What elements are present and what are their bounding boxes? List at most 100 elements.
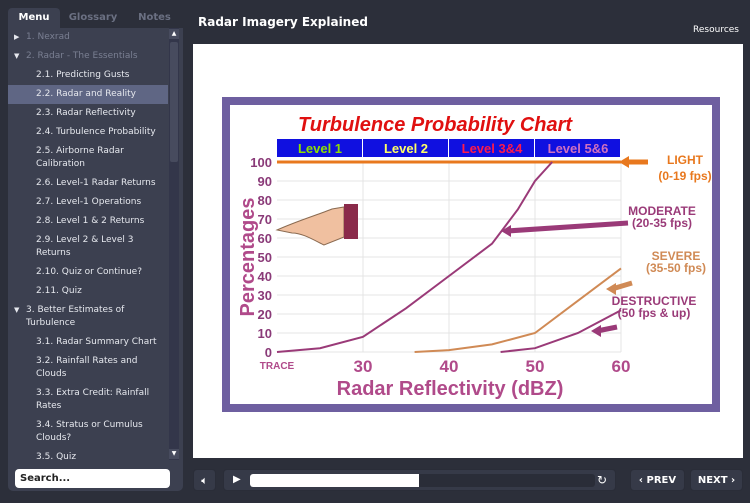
search-input[interactable] [15, 469, 170, 488]
menu-item[interactable]: 2.7. Level-1 Operations [8, 193, 168, 212]
chevron-left-icon: ‹ [638, 475, 647, 486]
volume-button[interactable]: 🔈︎ [193, 469, 216, 491]
menu-item-label: Radar and Reality [56, 89, 136, 99]
menu-item-number: 3. [26, 305, 35, 315]
level-band [363, 139, 448, 157]
menu-item[interactable]: 2.3. Radar Reflectivity [8, 104, 168, 123]
menu-item[interactable]: ▼ 3. Better Estimates of Turbulence [8, 301, 168, 333]
series-sublabel: (20-35 fps) [632, 216, 692, 230]
level-label: Level 3&4 [462, 141, 523, 156]
menu-item[interactable]: 3.2. Rainfall Rates and Clouds [8, 352, 168, 384]
menu-item[interactable]: 3.4. Stratus or Cumulus Clouds? [8, 416, 168, 448]
menu-item-label: Level 1 & 2 Returns [56, 216, 145, 226]
menu-item-number: 2.3. [36, 108, 54, 118]
tab-glossary[interactable]: Glossary [68, 12, 118, 23]
menu-item-label: Radar Reflectivity [56, 108, 136, 118]
prev-button[interactable]: ‹ PREV [630, 469, 685, 491]
series-line-severe [414, 267, 622, 353]
menu-item-label: Quiz [61, 286, 82, 296]
y-tick-label: 70 [258, 212, 272, 227]
next-button[interactable]: NEXT › [690, 469, 743, 491]
series-sublabel: (35-50 fps) [646, 261, 706, 275]
menu-item-number: 2. [26, 51, 35, 61]
menu-item-number: 2.5. [36, 146, 54, 156]
x-tick-label: 50 [526, 357, 545, 376]
series-label: DESTRUCTIVE [612, 294, 697, 308]
collapsed-triangle-icon[interactable]: ▶ [14, 33, 20, 41]
menu-item[interactable]: 2.2. Radar and Reality [8, 85, 168, 104]
menu-item-number: 1. [26, 32, 35, 42]
hand-cuff-icon [344, 204, 358, 239]
x-axis-title: Radar Reflectivity (dBZ) [337, 378, 564, 400]
arrow-head-icon [619, 156, 629, 168]
y-tick-label: 20 [258, 307, 272, 322]
menu-item-label: Quiz or Continue? [61, 267, 142, 277]
menu-item[interactable]: 2.9. Level 2 & Level 3 Returns [8, 231, 168, 263]
y-tick-label: 30 [258, 288, 272, 303]
series-line-moderate [276, 161, 553, 353]
menu-item[interactable]: 2.4. Turbulence Probability [8, 123, 168, 142]
menu-item[interactable]: 3.1. Radar Summary Chart [8, 333, 168, 352]
level-band [449, 139, 534, 157]
level-label: Level 5&6 [548, 141, 609, 156]
chart-title: Turbulence Probability Chart [298, 114, 573, 136]
scroll-down-icon[interactable]: ▼ [169, 449, 179, 459]
menu-item[interactable]: 2.8. Level 1 & 2 Returns [8, 212, 168, 231]
y-tick-label: 10 [258, 326, 272, 341]
menu-item[interactable]: 2.6. Level-1 Radar Returns [8, 174, 168, 193]
level-label: Level 1 [298, 141, 342, 156]
sidebar: Menu Glossary Notes ▶ 1. Nexrad ▼ 2. Radar … [8, 8, 183, 491]
replay-icon[interactable]: ↻ [596, 473, 607, 487]
menu-item[interactable]: 2.1. Predicting Gusts [8, 66, 168, 85]
series-label: SEVERE [652, 249, 701, 263]
menu-item-number: 2.7. [36, 197, 54, 207]
menu-item[interactable]: ▶ 1. Nexrad [8, 28, 168, 47]
menu-scrollbar[interactable]: ▲ ▼ [169, 28, 179, 460]
menu-item-number: 2.2. [36, 89, 54, 99]
y-tick-label: 100 [250, 155, 272, 170]
turbulence-chart: Turbulence Probability Chart 0 10 20 30 40 50 6… [222, 97, 720, 412]
scroll-up-icon[interactable]: ▲ [169, 29, 179, 39]
menu-item-number: 3.4. [36, 420, 54, 430]
menu-item[interactable]: 2.5. Airborne Radar Calibration [8, 142, 168, 174]
expanded-triangle-icon[interactable]: ▼ [14, 306, 20, 314]
level-band [277, 139, 362, 157]
seekbar-panel: ▶ ↻ [223, 469, 616, 491]
menu-item-number: 2.10. [36, 267, 59, 277]
menu-item-number: 2.9. [36, 235, 54, 245]
series-label: LIGHT [667, 153, 704, 167]
menu-item-number: 2.1. [36, 70, 54, 80]
x-tick-label: 30 [354, 357, 373, 376]
y-tick-label: 50 [258, 250, 272, 265]
menu-item[interactable]: 2.11. Quiz [8, 282, 168, 301]
progress-bar[interactable] [250, 474, 595, 487]
y-tick-label: 60 [258, 231, 272, 246]
menu-item-number: 2.4. [36, 127, 54, 137]
y-tick-label: 0 [265, 345, 272, 360]
tab-notes[interactable]: Notes [138, 12, 171, 23]
expanded-triangle-icon[interactable]: ▼ [14, 52, 20, 60]
menu-item-label: Level-1 Radar Returns [56, 178, 156, 188]
tab-menu[interactable]: Menu [8, 8, 60, 28]
menu-item[interactable]: 3.5. Quiz [8, 448, 168, 460]
play-icon[interactable]: ▶ [233, 474, 241, 485]
y-axis-title: Percentages [237, 198, 259, 317]
menu-item-number: 3.3. [36, 388, 54, 398]
menu-item-label: Radar Summary Chart [56, 337, 157, 347]
menu-item-label: Radar - The Essentials [37, 51, 138, 61]
menu-item[interactable]: ▼ 2. Radar - The Essentials [8, 47, 168, 66]
arrow-head-icon [591, 325, 601, 337]
menu-item[interactable]: 3.3. Extra Credit: Rainfall Rates [8, 384, 168, 416]
resources-button[interactable]: Resources [693, 25, 739, 35]
scroll-thumb[interactable] [170, 42, 178, 162]
series-sublabel: (50 fps & up) [618, 306, 691, 320]
menu-item-label: Rainfall Rates and Clouds [36, 356, 138, 379]
level-label: Level 2 [384, 141, 428, 156]
menu-item-label: Predicting Gusts [56, 70, 130, 80]
x-tick-label: TRACE [260, 361, 295, 372]
series-label: MODERATE [628, 204, 696, 218]
y-tick-label: 90 [258, 174, 272, 189]
menu-item-label: Better Estimates of Turbulence [26, 305, 125, 328]
menu-item[interactable]: 2.10. Quiz or Continue? [8, 263, 168, 282]
course-title: Radar Imagery Explained [198, 15, 368, 29]
